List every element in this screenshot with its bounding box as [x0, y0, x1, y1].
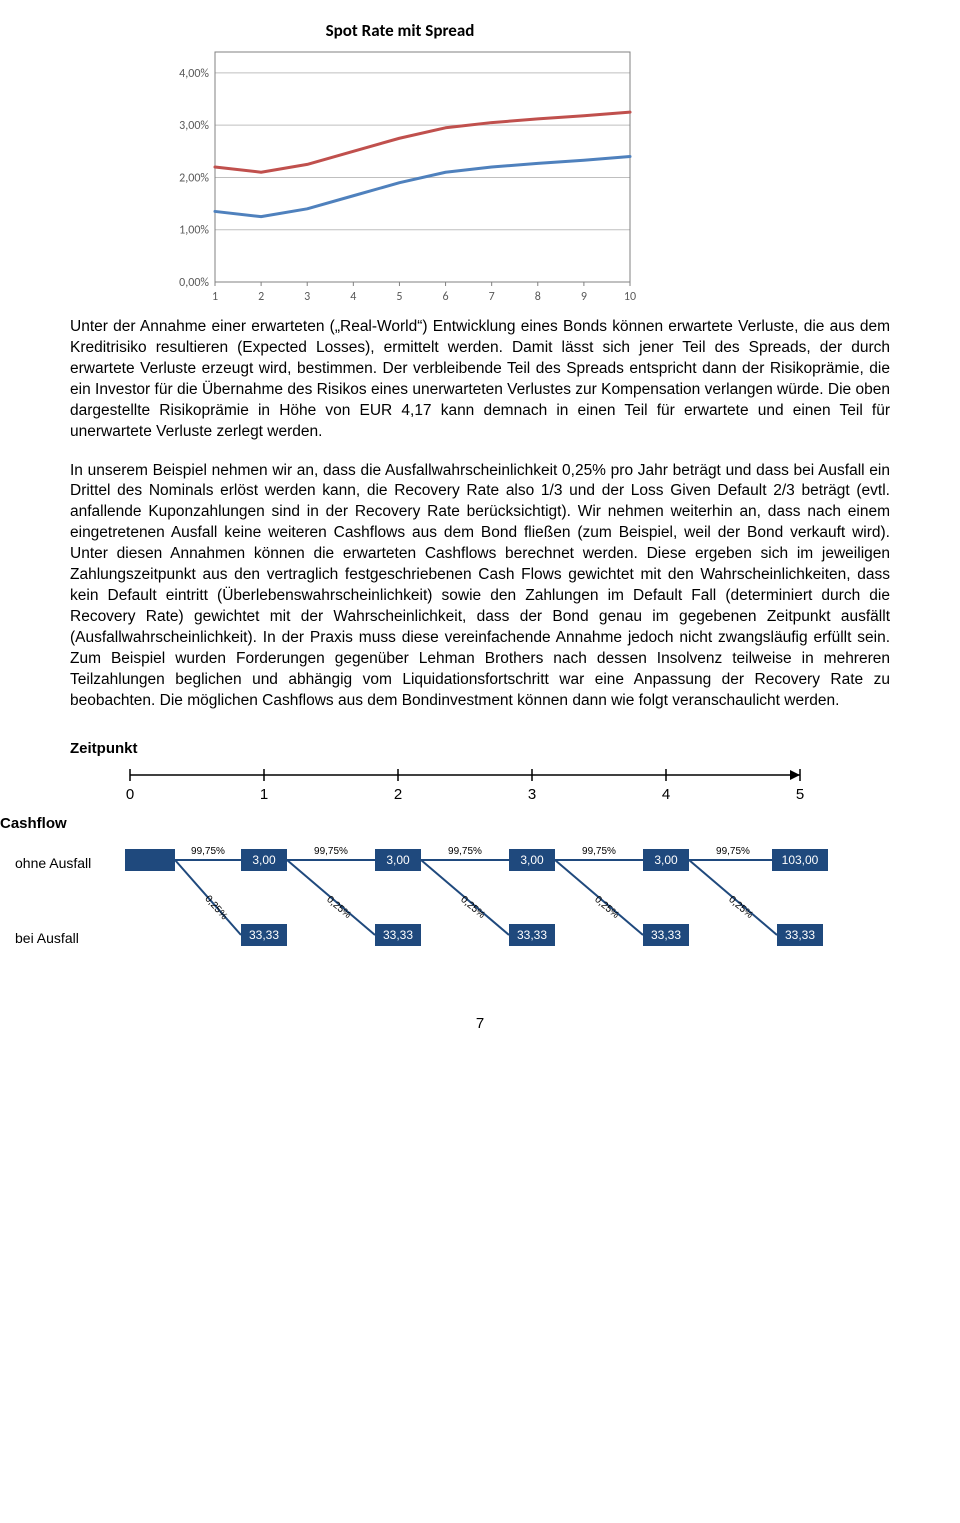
svg-text:0,25%: 0,25% — [324, 894, 353, 921]
svg-text:3,00: 3,00 — [520, 853, 544, 867]
page-number: 7 — [70, 1015, 890, 1032]
svg-text:4,00%: 4,00% — [179, 67, 209, 81]
zeitpunkt-text: Zeitpunkt — [70, 740, 138, 757]
svg-text:99,75%: 99,75% — [191, 846, 225, 857]
svg-text:0,00%: 0,00% — [179, 276, 209, 290]
svg-text:3,00%: 3,00% — [179, 119, 209, 133]
svg-text:1,00%: 1,00% — [179, 224, 209, 238]
cashflow-diagram: Cashflow ohne Ausfall bei Ausfall 012345… — [70, 765, 890, 975]
zeitpunkt-label: Zeitpunkt — [70, 740, 890, 757]
bei-ausfall-label: bei Ausfall — [15, 930, 79, 946]
svg-text:2,00%: 2,00% — [179, 171, 209, 185]
svg-text:33,33: 33,33 — [785, 928, 815, 942]
svg-text:1: 1 — [260, 786, 268, 803]
svg-text:3,00: 3,00 — [386, 853, 410, 867]
svg-text:10: 10 — [624, 290, 636, 304]
svg-text:7: 7 — [489, 290, 495, 304]
svg-text:5: 5 — [396, 290, 402, 304]
svg-text:3,00: 3,00 — [654, 853, 678, 867]
svg-text:6: 6 — [443, 290, 449, 304]
ohne-ausfall-label: ohne Ausfall — [15, 855, 91, 871]
svg-text:33,33: 33,33 — [383, 928, 413, 942]
svg-text:3: 3 — [304, 290, 310, 304]
svg-text:2: 2 — [394, 786, 402, 803]
paragraph-2: In unserem Beispiel nehmen wir an, dass … — [70, 461, 890, 712]
svg-text:0,25%: 0,25% — [592, 894, 621, 921]
svg-text:99,75%: 99,75% — [314, 846, 348, 857]
svg-text:0,25%: 0,25% — [202, 893, 229, 922]
svg-text:33,33: 33,33 — [517, 928, 547, 942]
svg-text:33,33: 33,33 — [249, 928, 279, 942]
paragraph-1: Unter der Annahme einer erwarteten („Rea… — [70, 317, 890, 443]
svg-text:5: 5 — [796, 786, 804, 803]
svg-text:1: 1 — [212, 290, 218, 304]
svg-text:99,75%: 99,75% — [582, 846, 616, 857]
svg-text:0,25%: 0,25% — [726, 894, 755, 921]
svg-text:99,75%: 99,75% — [716, 846, 750, 857]
svg-text:3: 3 — [528, 786, 536, 803]
svg-text:4: 4 — [662, 786, 670, 803]
svg-text:103,00: 103,00 — [782, 853, 819, 867]
svg-text:8: 8 — [535, 290, 541, 304]
svg-text:33,33: 33,33 — [651, 928, 681, 942]
svg-text:99,75%: 99,75% — [448, 846, 482, 857]
chart-title: Spot Rate mit Spread — [160, 20, 640, 41]
svg-text:2: 2 — [258, 290, 264, 304]
cashflow-label: Cashflow — [0, 815, 67, 832]
svg-text:9: 9 — [581, 290, 587, 304]
spot-rate-chart: Spot Rate mit Spread 0,00% 1,00% 2,00% 3,00… — [160, 20, 640, 307]
svg-text:4: 4 — [350, 290, 356, 304]
svg-text:0: 0 — [126, 786, 134, 803]
chart-svg: 0,00% 1,00% 2,00% 3,00% 4,00% 1 2 3 4 5 6 7 8 9 10 — [160, 47, 640, 307]
svg-text:0,25%: 0,25% — [458, 894, 487, 921]
timeline-svg: 0 1 2 3 4 5 99,75% 0,25% 3,00 33,33 99,75% 0,25% 3,0… — [70, 765, 830, 975]
svg-text:3,00: 3,00 — [252, 853, 276, 867]
